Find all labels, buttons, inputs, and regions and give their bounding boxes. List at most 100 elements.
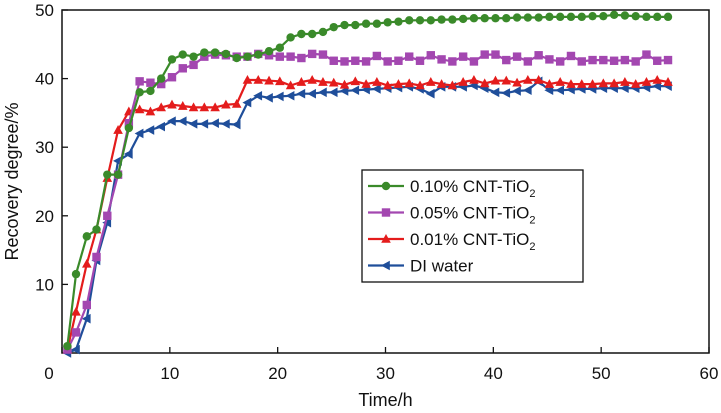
data-point xyxy=(156,121,166,132)
data-point xyxy=(609,78,619,88)
data-point xyxy=(113,125,123,134)
data-point xyxy=(92,225,101,234)
y-tick-label: 40 xyxy=(35,70,54,89)
data-point xyxy=(458,77,468,86)
legend-label: 0.01% CNT-TiO2 xyxy=(410,230,535,253)
data-point xyxy=(189,52,198,61)
data-point xyxy=(340,20,349,30)
data-point xyxy=(631,57,640,66)
x-tick-label: 40 xyxy=(484,364,503,383)
series-layer xyxy=(62,10,673,358)
data-point xyxy=(243,52,252,61)
data-point xyxy=(264,93,273,103)
data-point xyxy=(166,116,176,126)
data-point xyxy=(318,50,328,59)
data-point xyxy=(501,75,512,85)
data-point xyxy=(405,52,414,61)
data-point xyxy=(274,91,284,102)
data-point xyxy=(103,170,112,179)
data-point xyxy=(254,50,263,59)
data-point xyxy=(145,106,156,116)
data-point xyxy=(502,55,511,65)
x-tick-label: 0 xyxy=(44,364,53,383)
data-point xyxy=(371,84,381,94)
data-point xyxy=(523,74,533,84)
data-point xyxy=(479,78,490,88)
data-point xyxy=(599,55,608,65)
data-point xyxy=(522,85,532,96)
data-point xyxy=(490,87,500,98)
data-point xyxy=(372,77,382,86)
legend-entry: 0.10% CNT-TiO2 xyxy=(368,177,535,200)
data-point xyxy=(653,12,662,22)
data-point xyxy=(663,12,673,22)
data-point xyxy=(329,22,338,32)
data-point xyxy=(469,14,479,23)
data-point xyxy=(630,79,641,88)
data-point xyxy=(653,56,662,65)
data-point xyxy=(394,56,403,65)
data-point xyxy=(135,88,144,97)
data-point xyxy=(598,78,609,88)
data-point xyxy=(220,119,230,129)
data-point xyxy=(512,52,522,61)
data-point xyxy=(210,48,220,57)
data-point xyxy=(620,55,630,65)
data-point xyxy=(264,46,274,56)
data-point xyxy=(555,57,565,66)
data-point xyxy=(394,17,403,26)
data-point xyxy=(566,51,576,61)
data-point xyxy=(307,74,317,84)
legend-marker xyxy=(381,234,391,243)
data-point xyxy=(351,56,360,65)
data-point xyxy=(372,19,382,28)
legend-label: 0.05% CNT-TiO2 xyxy=(410,204,535,227)
data-point xyxy=(663,55,673,65)
y-tick-label: 30 xyxy=(35,138,54,157)
data-point xyxy=(275,76,285,86)
data-point xyxy=(480,50,489,59)
x-tick-label: 10 xyxy=(160,364,179,383)
data-point xyxy=(145,125,155,135)
data-point xyxy=(609,10,619,20)
data-point xyxy=(253,74,264,84)
data-point xyxy=(328,87,338,98)
data-point xyxy=(157,74,166,83)
data-point xyxy=(286,33,295,42)
data-point xyxy=(425,88,435,99)
data-point xyxy=(167,99,177,109)
data-point xyxy=(221,49,231,59)
data-point xyxy=(82,258,92,268)
data-point xyxy=(307,49,317,59)
data-point xyxy=(566,79,576,88)
data-point xyxy=(71,344,80,355)
data-point xyxy=(426,16,435,25)
data-point xyxy=(340,57,349,66)
data-point xyxy=(415,56,425,65)
data-point xyxy=(103,211,112,220)
data-point xyxy=(135,77,144,86)
legend-entry: 0.05% CNT-TiO2 xyxy=(368,204,535,227)
data-point xyxy=(382,80,393,90)
data-point xyxy=(296,77,307,86)
data-point xyxy=(501,88,511,98)
data-point xyxy=(631,11,640,21)
data-point xyxy=(350,85,360,96)
data-point xyxy=(512,77,522,87)
data-point xyxy=(275,52,285,61)
data-point xyxy=(469,57,479,66)
data-point xyxy=(351,20,360,30)
data-point xyxy=(199,102,210,112)
data-point xyxy=(167,73,177,82)
data-point xyxy=(490,75,501,85)
data-point xyxy=(415,80,425,90)
data-point xyxy=(189,60,198,70)
data-point xyxy=(587,79,598,88)
legend-marker xyxy=(381,208,391,217)
data-point xyxy=(426,51,435,60)
data-point xyxy=(221,99,231,109)
data-point xyxy=(663,77,673,86)
data-point xyxy=(134,104,145,114)
data-point xyxy=(609,56,619,65)
data-point xyxy=(383,57,392,66)
